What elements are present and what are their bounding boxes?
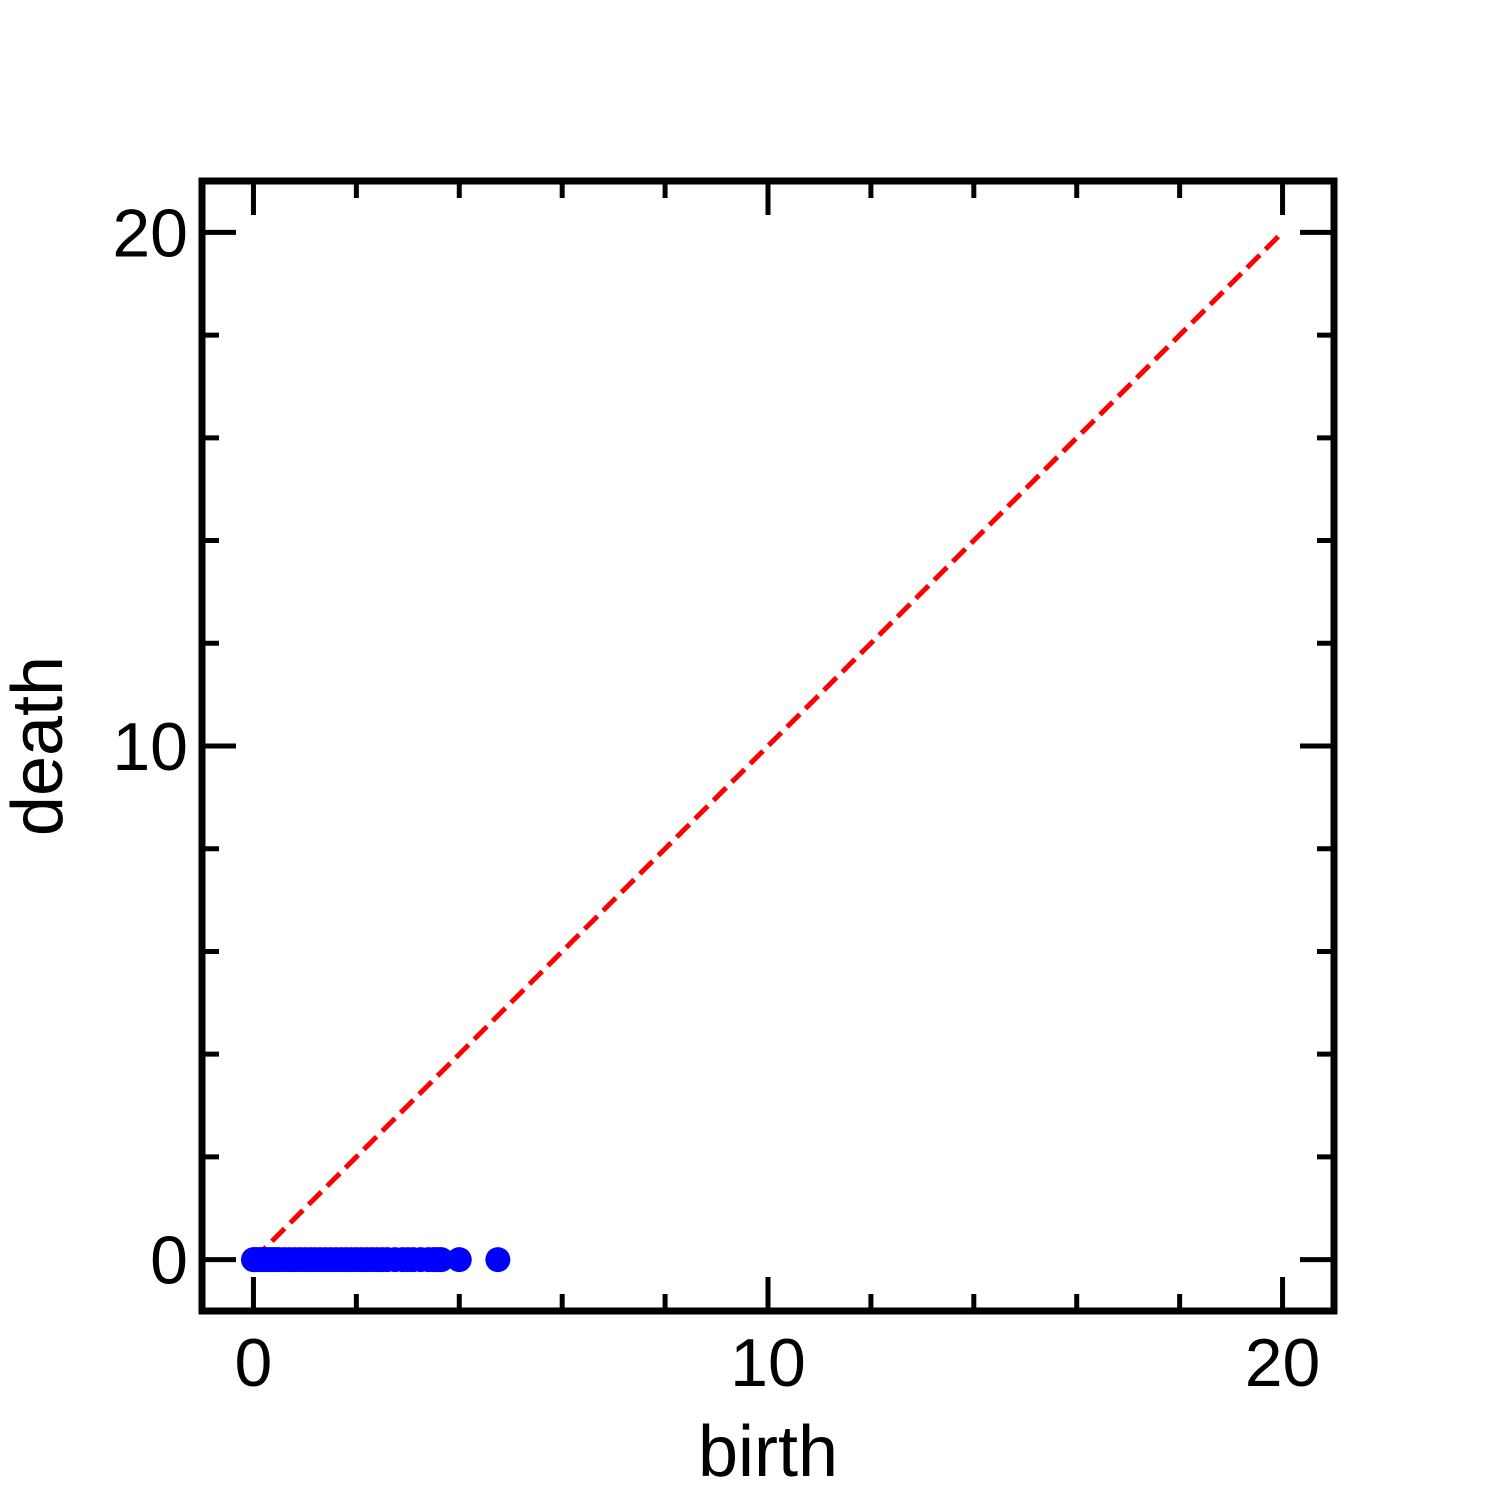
diagonal-reference-line xyxy=(251,230,1285,1262)
x-axis-label: birth xyxy=(698,1412,838,1492)
tick-labels-layer: 0 10 20 0 10 20 xyxy=(112,195,1320,1401)
y-tick-label: 10 xyxy=(112,709,188,785)
data-point xyxy=(428,1247,454,1273)
x-tick-label: 0 xyxy=(235,1325,273,1401)
y-tick-label: 0 xyxy=(150,1223,188,1299)
data-point xyxy=(485,1247,511,1273)
plot-frame xyxy=(198,177,1338,1315)
x-tick-label: 10 xyxy=(730,1325,806,1401)
data-point xyxy=(446,1247,472,1273)
x-tick-label: 20 xyxy=(1245,1325,1321,1401)
y-axis-label: death xyxy=(0,656,78,836)
plot-data-layer xyxy=(240,230,1285,1273)
y-tick-label: 20 xyxy=(112,195,188,271)
